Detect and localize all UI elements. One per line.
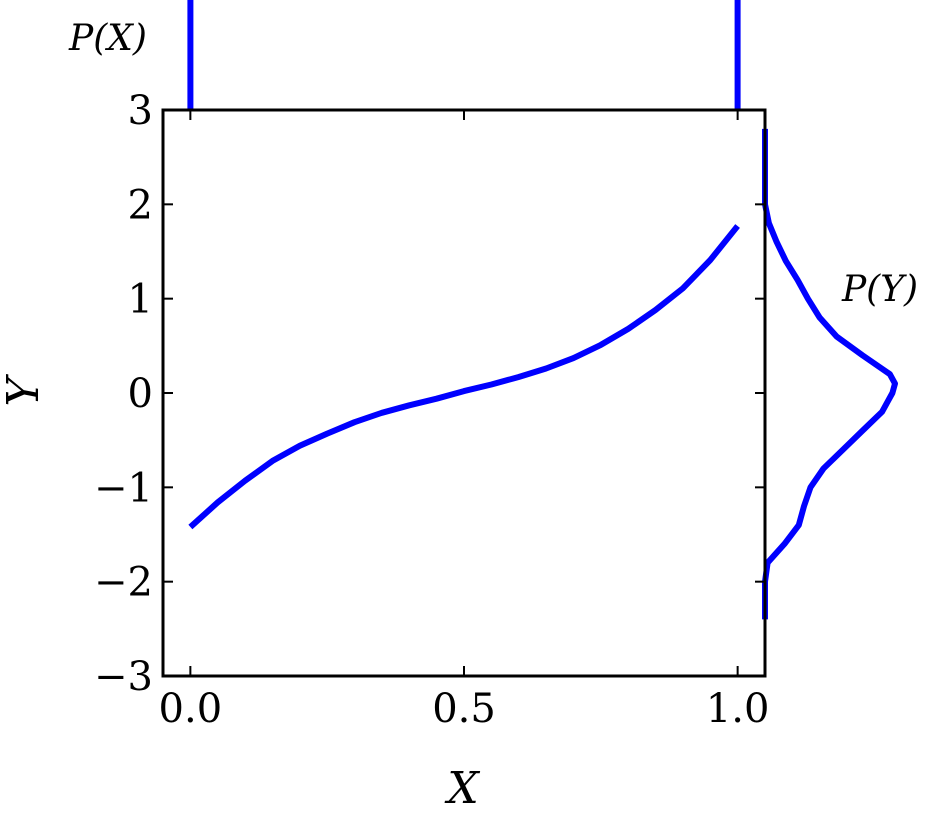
y-tick-label: −2: [94, 560, 153, 606]
marginal-y-label: P(Y): [841, 269, 918, 310]
x-axis-label: X: [444, 763, 480, 814]
marginal-y-panel: [762, 128, 898, 620]
y-tick-label: −3: [94, 654, 153, 700]
x-tick-label: 0.0: [159, 686, 223, 732]
y-tick-label: 0: [128, 371, 153, 417]
y-tick-label: 3: [128, 88, 153, 134]
y-tick-label: 2: [128, 182, 153, 228]
y-axis-label: Y: [0, 374, 49, 407]
marginal-x-label: P(X): [68, 18, 147, 59]
series-line: [188, 224, 740, 530]
x-tick-label: 1.0: [706, 686, 770, 732]
marginal-x-panel: [187, 0, 741, 110]
y-tick-label: 1: [128, 277, 153, 323]
marginal-y-line: [762, 128, 898, 620]
main-plot-area: 0.0 0.5 1.0 −3 −2 −1 0 1 2 3: [94, 88, 769, 732]
y-tick-label: −1: [94, 465, 153, 511]
x-tick-label: 0.5: [432, 686, 496, 732]
marginal-x-line: [187, 0, 741, 110]
